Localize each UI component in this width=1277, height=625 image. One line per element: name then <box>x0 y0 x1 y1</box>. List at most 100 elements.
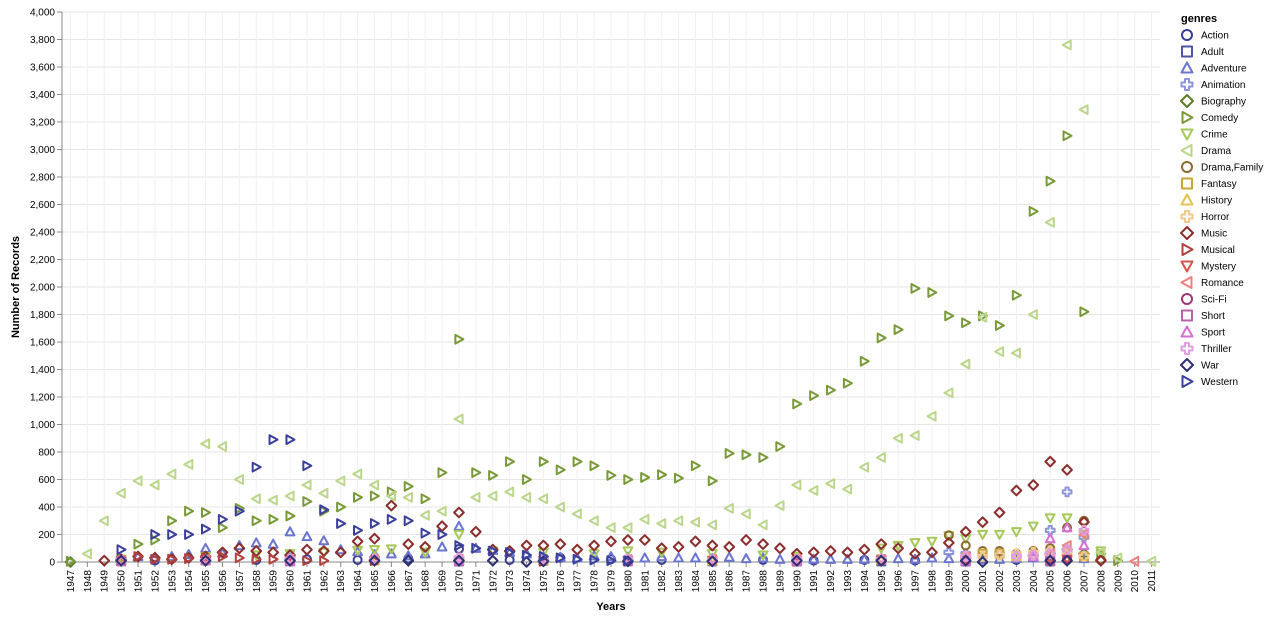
data-point <box>858 461 869 473</box>
data-point <box>505 456 516 468</box>
legend-item: Mystery <box>1180 260 1236 273</box>
data-point <box>267 494 278 506</box>
data-point <box>960 551 972 562</box>
data-point <box>842 553 853 564</box>
gridlines <box>62 11 1160 563</box>
x-tick-label: 1981 <box>640 570 651 593</box>
legend-symbol <box>1181 45 1193 58</box>
data-point <box>1045 175 1056 187</box>
x-tick-label: 1990 <box>792 570 803 593</box>
data-point <box>740 508 751 520</box>
data-point <box>606 555 617 567</box>
legend-item: Drama <box>1180 144 1231 157</box>
data-point <box>976 516 989 528</box>
data-point <box>1044 455 1056 468</box>
data-point <box>505 546 516 558</box>
x-tick-label: 1953 <box>167 570 178 593</box>
x-tick-label: 2003 <box>1012 570 1023 593</box>
data-point <box>1061 554 1073 567</box>
data-point <box>319 555 330 567</box>
data-point <box>268 434 279 446</box>
x-tick-label: 1970 <box>454 570 465 593</box>
data-point <box>639 552 651 563</box>
data-point <box>690 552 701 563</box>
data-point <box>1044 533 1056 544</box>
data-point <box>1113 555 1124 567</box>
x-tick-label: 1999 <box>944 570 955 593</box>
y-axis-title: Number of Records <box>10 236 22 338</box>
data-point <box>65 555 76 567</box>
legend-label: Fantasy <box>1201 179 1237 190</box>
data-point <box>571 543 584 556</box>
legend-symbol <box>1180 342 1194 355</box>
data-point <box>1078 551 1090 562</box>
data-point <box>926 410 937 422</box>
data-point <box>622 546 634 557</box>
data-point <box>1078 104 1089 116</box>
legend-label: Crime <box>1201 130 1228 141</box>
data-point <box>605 535 617 548</box>
data-point <box>454 333 465 345</box>
x-tick-label: 1962 <box>319 570 330 593</box>
data-point <box>572 553 583 565</box>
data-point <box>1044 524 1056 536</box>
legend-symbol <box>1180 144 1193 157</box>
data-point <box>334 546 347 559</box>
data-point <box>909 430 920 441</box>
data-point <box>1027 309 1038 320</box>
data-point <box>217 441 228 452</box>
data-point <box>892 432 903 444</box>
legend-item: War <box>1180 358 1220 372</box>
data-point <box>537 539 550 552</box>
x-tick-label: 1958 <box>252 570 263 593</box>
legend-item: History <box>1180 193 1232 207</box>
data-point <box>572 456 583 468</box>
data-point <box>892 553 904 564</box>
data-point <box>419 509 430 521</box>
x-tick-label: 1950 <box>117 570 128 593</box>
data-point <box>403 515 414 527</box>
x-tick-label: 1964 <box>353 570 364 593</box>
data-point <box>792 398 803 410</box>
data-point <box>385 548 397 559</box>
y-tick-label: 3,400 <box>30 90 55 101</box>
data-point <box>234 505 245 517</box>
legend-label: Adventure <box>1201 64 1247 75</box>
data-point <box>150 553 161 565</box>
x-tick-label: 1984 <box>691 570 702 593</box>
x-tick-label: 1959 <box>269 570 280 593</box>
data-point <box>944 310 955 322</box>
data-point <box>420 493 431 505</box>
y-tick-label: 4,000 <box>30 8 55 19</box>
data-point <box>1129 555 1140 567</box>
x-tick-label: 1979 <box>607 570 618 593</box>
data-point <box>706 555 719 568</box>
series-thriller <box>115 524 1090 567</box>
data-point <box>977 551 989 562</box>
x-tick-label: 1960 <box>286 570 297 593</box>
y-tick-label: 200 <box>38 530 55 541</box>
data-point <box>385 544 397 555</box>
data-point <box>385 499 398 512</box>
data-point <box>774 553 786 564</box>
data-point <box>943 536 955 549</box>
data-point <box>977 311 988 323</box>
data-point <box>1061 522 1073 533</box>
data-point <box>133 538 144 550</box>
data-point <box>639 513 650 525</box>
data-point <box>1061 39 1072 51</box>
data-point <box>521 549 532 561</box>
legend-item: Animation <box>1180 78 1245 91</box>
data-point <box>589 554 600 566</box>
x-tick-label: 1978 <box>590 570 601 593</box>
data-point <box>521 474 532 485</box>
data-point <box>318 535 330 546</box>
legend-label: Horror <box>1201 212 1230 223</box>
data-point <box>741 449 752 461</box>
data-point <box>1061 544 1073 556</box>
x-tick-label: 1982 <box>657 570 668 593</box>
data-point <box>284 549 296 561</box>
data-point <box>858 553 870 564</box>
data-point <box>656 551 668 562</box>
